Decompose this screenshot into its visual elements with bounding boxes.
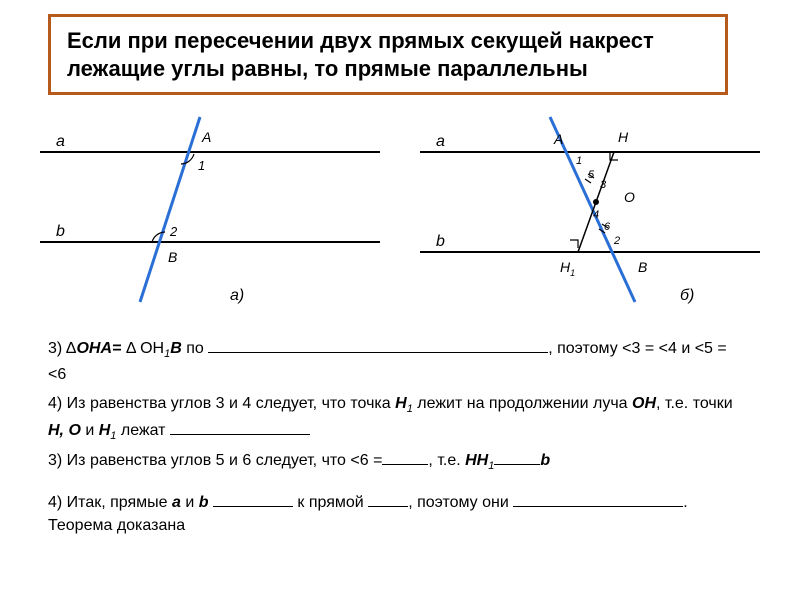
t: и bbox=[181, 494, 199, 511]
t: b bbox=[199, 494, 209, 511]
t: , поэтому они bbox=[408, 494, 513, 511]
t: Δ ОН bbox=[126, 340, 164, 357]
svg-text:а): а) bbox=[230, 287, 244, 304]
t: 3) Из равенства углов 5 и 6 следует, что… bbox=[48, 452, 382, 469]
svg-text:a: a bbox=[436, 133, 445, 150]
svg-text:b: b bbox=[436, 233, 445, 250]
svg-text:O: O bbox=[624, 189, 635, 205]
blank bbox=[170, 418, 310, 435]
t: лежат bbox=[116, 422, 170, 439]
t: и bbox=[81, 422, 99, 439]
svg-text:4: 4 bbox=[593, 209, 599, 221]
svg-text:B: B bbox=[168, 249, 177, 265]
svg-text:1: 1 bbox=[198, 158, 205, 173]
t: 4) Из равенства углов 3 и 4 следует, что… bbox=[48, 395, 395, 412]
title-box: Если при пересечении двух прямых секущей… bbox=[48, 14, 728, 95]
t: Н, О bbox=[48, 422, 81, 439]
svg-text:2: 2 bbox=[169, 224, 178, 239]
blank bbox=[368, 490, 408, 507]
svg-text:a: a bbox=[56, 133, 65, 150]
svg-text:B: B bbox=[638, 259, 647, 275]
svg-text:b: b bbox=[56, 223, 65, 240]
svg-text:A: A bbox=[201, 129, 211, 145]
title-text: Если при пересечении двух прямых секущей… bbox=[67, 27, 709, 82]
svg-text:5: 5 bbox=[588, 169, 595, 181]
t: Н bbox=[395, 395, 407, 412]
diagram-area: abAB12а) abAHH1BO153462б) bbox=[30, 116, 770, 316]
svg-text:A: A bbox=[553, 131, 563, 147]
t: ОН bbox=[632, 395, 656, 412]
blank bbox=[382, 448, 428, 465]
t: b bbox=[540, 452, 550, 469]
para-4b: 4) Итак, прямые а и b к прямой , поэтому… bbox=[48, 490, 748, 537]
blank bbox=[208, 336, 548, 353]
t: а bbox=[172, 494, 181, 511]
t: В bbox=[170, 340, 182, 357]
t: 3) Δ bbox=[48, 340, 76, 357]
blank bbox=[494, 448, 540, 465]
t: ОНА= bbox=[76, 340, 125, 357]
svg-text:б): б) bbox=[680, 287, 694, 304]
svg-text:H1: H1 bbox=[560, 259, 575, 278]
para-3a: 3) ΔОНА= Δ ОН1В по , поэтому <3 = <4 и <… bbox=[48, 336, 748, 386]
svg-text:H: H bbox=[618, 129, 629, 145]
svg-text:6: 6 bbox=[604, 221, 611, 233]
svg-text:3: 3 bbox=[600, 179, 607, 191]
svg-text:2: 2 bbox=[613, 235, 620, 247]
t: Н bbox=[99, 422, 111, 439]
svg-text:1: 1 bbox=[576, 155, 582, 167]
t: к прямой bbox=[293, 494, 368, 511]
t: по bbox=[182, 340, 208, 357]
t: , т.е. bbox=[428, 452, 465, 469]
blank bbox=[513, 490, 683, 507]
blank bbox=[213, 490, 293, 507]
t: , т.е. точки bbox=[656, 395, 733, 412]
para-4a: 4) Из равенства углов 3 и 4 следует, что… bbox=[48, 392, 748, 445]
t: 4) Итак, прямые bbox=[48, 494, 172, 511]
t: НН bbox=[465, 452, 488, 469]
diagram-svg: abAB12а) abAHH1BO153462б) bbox=[30, 116, 770, 316]
t: лежит на продолжении луча bbox=[413, 395, 632, 412]
para-3b: 3) Из равенства углов 5 и 6 следует, что… bbox=[48, 448, 748, 475]
